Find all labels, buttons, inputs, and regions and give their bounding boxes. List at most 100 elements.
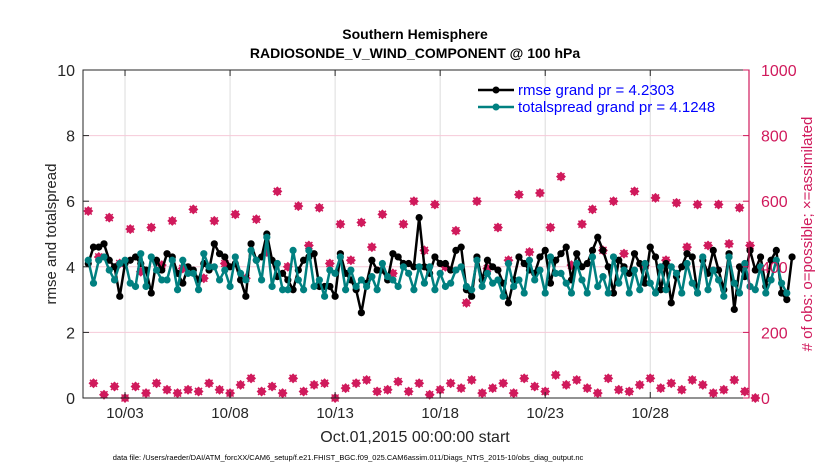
totalspread-point bbox=[562, 279, 570, 287]
obs-count-marker bbox=[697, 379, 708, 390]
obs-count-marker bbox=[99, 389, 110, 400]
obs-count-marker bbox=[377, 209, 388, 220]
totalspread-point bbox=[746, 282, 754, 291]
totalspread-point bbox=[620, 266, 628, 274]
rmse-point bbox=[777, 289, 786, 297]
rmse-point bbox=[100, 240, 108, 248]
obs-count-marker bbox=[314, 202, 325, 213]
totalspread-point bbox=[405, 269, 413, 277]
rmse-point bbox=[651, 253, 660, 261]
totalspread-point bbox=[489, 279, 497, 287]
totalspread-point bbox=[84, 256, 92, 264]
data-file-footnote: data file: /Users/raeder/DAI/ATM_forcXX/… bbox=[113, 453, 584, 462]
rmse-point bbox=[95, 243, 103, 251]
totalspread-point bbox=[131, 282, 140, 291]
totalspread-point bbox=[315, 276, 323, 284]
obs-count-marker bbox=[193, 386, 204, 397]
totalspread-point bbox=[221, 266, 229, 274]
totalspread-point bbox=[709, 266, 717, 274]
rmse-point bbox=[116, 292, 124, 300]
obs-count-marker bbox=[445, 378, 456, 389]
rmse-point bbox=[226, 263, 234, 271]
obs-count-marker bbox=[687, 374, 698, 385]
totalspread-point bbox=[609, 253, 618, 261]
rmse-point bbox=[609, 289, 618, 297]
rmse-point bbox=[630, 250, 639, 258]
totalspread-point bbox=[95, 256, 103, 264]
rmse-point bbox=[520, 259, 528, 268]
obs-count-marker bbox=[471, 196, 482, 207]
rmse-point bbox=[163, 250, 171, 258]
totalspread-point bbox=[100, 253, 108, 261]
obs-count-marker bbox=[650, 192, 661, 203]
rmse-point bbox=[541, 246, 549, 254]
totalspread-point bbox=[384, 273, 392, 281]
rmse-point bbox=[494, 266, 502, 274]
obs-count-marker bbox=[88, 378, 99, 389]
obs-count-marker bbox=[682, 242, 693, 253]
obs-count-marker bbox=[272, 186, 283, 197]
totalspread-point bbox=[704, 286, 712, 294]
totalspread-point bbox=[557, 269, 565, 277]
obs-count-marker bbox=[251, 214, 262, 225]
totalspread-point bbox=[546, 253, 555, 261]
rmse-point bbox=[152, 256, 161, 264]
totalspread-point bbox=[321, 292, 329, 300]
totalspread-point bbox=[767, 276, 775, 284]
y-tick-label: 2 bbox=[66, 325, 75, 342]
totalspread-point bbox=[599, 273, 607, 281]
totalspread-point bbox=[494, 276, 502, 284]
obs-count-marker bbox=[141, 388, 152, 399]
totalspread-point bbox=[615, 279, 623, 287]
rmse-point bbox=[289, 286, 297, 294]
x-axis-label: Oct.01,2015 00:00:00 start bbox=[320, 429, 510, 446]
rmse-point bbox=[405, 259, 413, 268]
totalspread-point bbox=[756, 263, 765, 271]
totalspread-point bbox=[588, 253, 597, 261]
x-tick-label: 10/28 bbox=[631, 405, 669, 422]
totalspread-point bbox=[347, 266, 355, 274]
totalspread-point bbox=[378, 259, 386, 268]
grid bbox=[83, 70, 749, 398]
obs-count-marker bbox=[466, 374, 477, 385]
obs-count-marker bbox=[366, 242, 377, 253]
obs-count-marker bbox=[356, 217, 367, 228]
obs-count-marker bbox=[508, 388, 519, 399]
totalspread-point bbox=[462, 282, 471, 291]
rmse-point bbox=[89, 243, 98, 251]
obs-count-marker bbox=[713, 199, 724, 210]
rmse-point bbox=[783, 296, 791, 304]
totalspread-point bbox=[410, 286, 418, 294]
totalspread-point bbox=[389, 276, 397, 284]
rmse-point bbox=[447, 266, 455, 274]
obs-count-marker bbox=[718, 384, 729, 395]
totalspread-point bbox=[331, 269, 339, 277]
obs-count-marker bbox=[671, 197, 682, 208]
obs-count-marker bbox=[293, 201, 304, 212]
totalspread-point bbox=[441, 282, 450, 291]
totalspread-point bbox=[651, 289, 660, 297]
obs-count-marker bbox=[487, 383, 498, 394]
obs-count-marker bbox=[461, 297, 472, 308]
totalspread-point bbox=[394, 282, 402, 291]
obs-count-marker bbox=[519, 373, 530, 384]
totalspread-point bbox=[226, 282, 234, 291]
obs-count-marker bbox=[188, 204, 199, 215]
obs-count-marker bbox=[235, 379, 246, 390]
totalspread-point bbox=[777, 279, 786, 287]
totalspread-point bbox=[625, 289, 633, 297]
obs-count-marker bbox=[435, 384, 446, 395]
rmse-point bbox=[110, 263, 119, 271]
totalspread-point bbox=[147, 253, 155, 261]
rmse-point bbox=[641, 279, 649, 287]
totalspread-point bbox=[520, 289, 528, 297]
rmse-point bbox=[515, 253, 523, 261]
totalspread-point bbox=[714, 276, 723, 284]
totalspread-point bbox=[720, 292, 728, 300]
y-tick-label: 8 bbox=[66, 129, 75, 146]
totalspread-point bbox=[116, 259, 124, 268]
obs-count-marker bbox=[513, 189, 524, 200]
x-tick-label: 10/13 bbox=[316, 405, 354, 422]
totalspread-point bbox=[268, 282, 276, 291]
